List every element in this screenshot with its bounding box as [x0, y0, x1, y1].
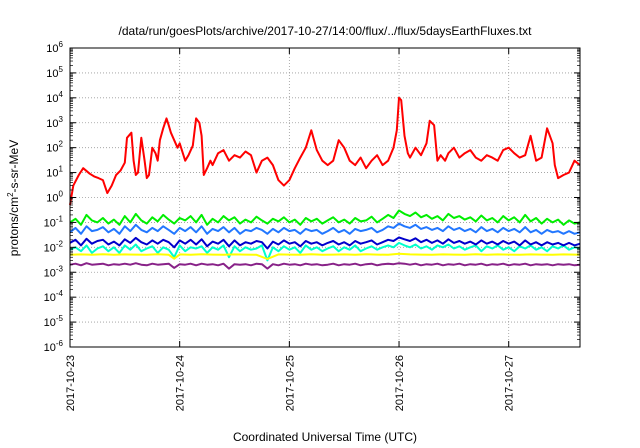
grid-lines [70, 48, 580, 347]
series-line-7 [69, 262, 581, 270]
y-tick-labels: 10-6 10-5 10-4 10-3 10-2 10-1 100 101 102 103 104 1… [44, 40, 64, 354]
x-tick-label: 2017-10-27 [504, 355, 516, 411]
chart-title: /data/run/goesPlots/archive/2017-10-27/1… [119, 24, 533, 38]
x-tick-label: 2017-10-23 [65, 355, 77, 411]
y-axis-label: protons/cm2-s-sr-MeV [6, 140, 21, 256]
y-tick-label: 106 [46, 40, 63, 55]
y-tick-label: 103 [46, 115, 63, 130]
x-tick-label: 2017-10-26 [394, 355, 406, 411]
x-tick-labels: 2017-10-23 2017-10-24 2017-10-25 2017-10-26… [65, 355, 516, 411]
x-tick-label: 2017-10-24 [175, 355, 187, 411]
y-axis-label-after: -s-sr-MeV [7, 140, 21, 193]
x-axis-label: Coordinated Universal Time (UTC) [233, 430, 417, 444]
data-series [69, 96, 581, 270]
y-tick-label: 10-4 [44, 289, 64, 304]
series-line-3 [69, 241, 581, 262]
y-axis-label-before: protons/cm [7, 197, 21, 256]
y-tick-label: 10-1 [44, 214, 64, 229]
series-line-2 [69, 209, 581, 226]
y-tick-label: 105 [46, 65, 63, 80]
y-tick-label: 10-2 [44, 239, 64, 254]
x-tick-label: 2017-10-25 [284, 355, 296, 411]
y-tick-label: 10-3 [44, 264, 64, 279]
y-tick-label: 101 [46, 165, 63, 180]
y-tick-label: 10-5 [44, 314, 64, 329]
y-tick-label: 10-6 [44, 339, 64, 354]
series-line-4 [69, 222, 581, 235]
series-line-1 [69, 96, 581, 206]
series-line-5 [69, 236, 581, 250]
y-tick-label: 100 [46, 190, 63, 205]
y-tick-label: 102 [46, 140, 63, 155]
y-tick-label: 104 [46, 90, 63, 105]
series-line-6 [69, 252, 581, 260]
axis-ticks [69, 47, 580, 348]
y-axis-label-sup: 2 [6, 192, 15, 197]
